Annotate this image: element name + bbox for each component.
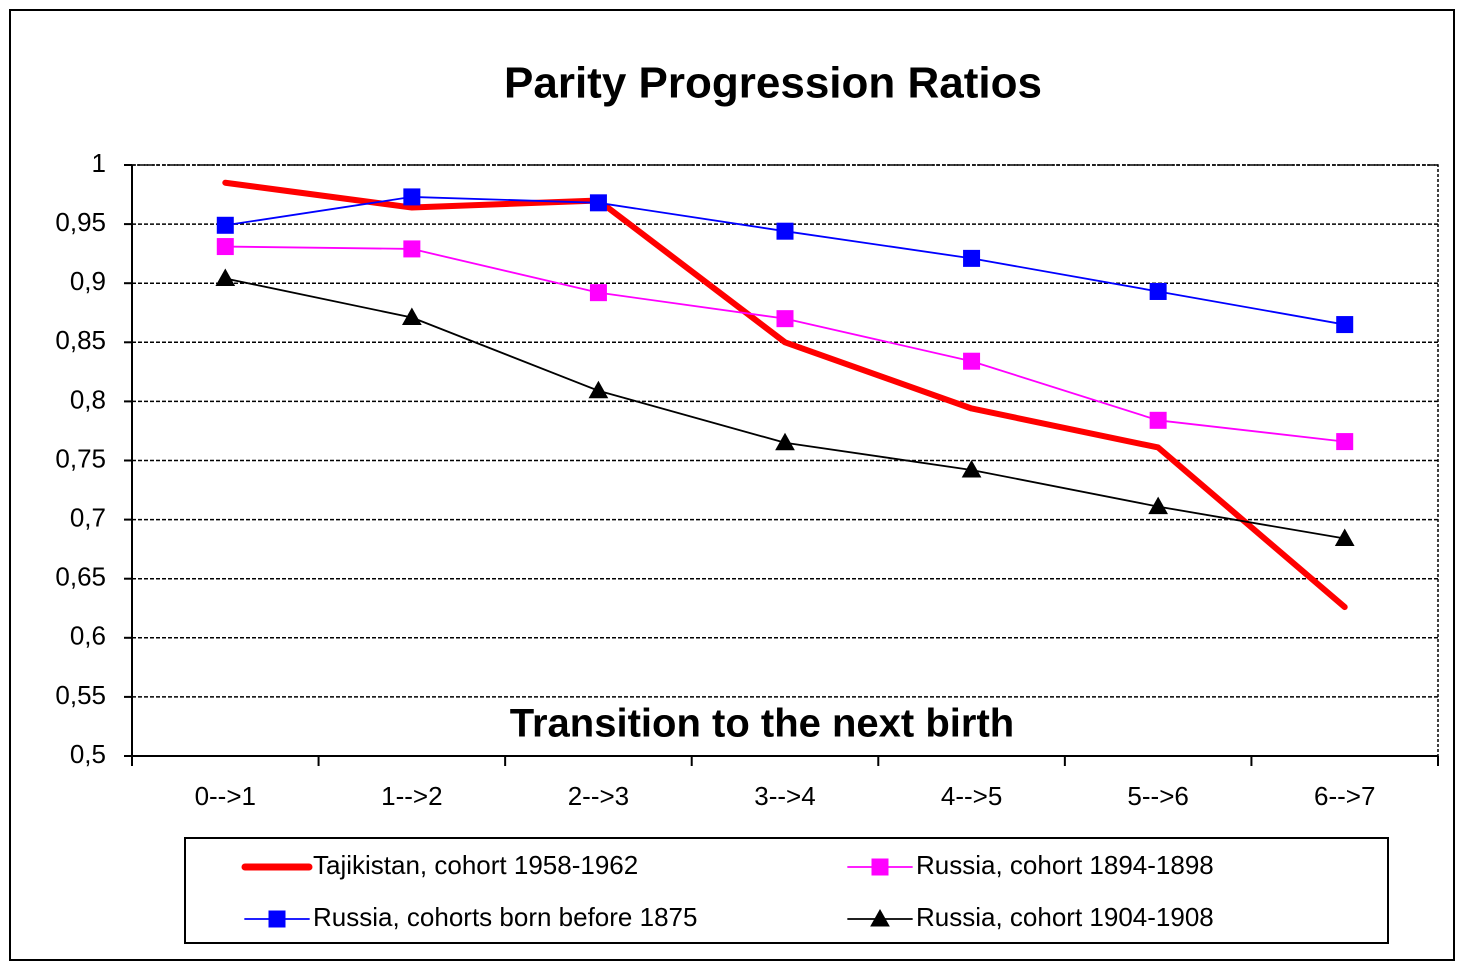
point xyxy=(215,268,236,286)
legend-label: Russia, cohort 1894-1898 xyxy=(916,850,1214,880)
x-tick-label: 6-->7 xyxy=(1314,781,1375,811)
y-tick-label: 0,75 xyxy=(55,443,106,473)
legend-marker xyxy=(268,910,286,928)
point xyxy=(961,459,982,478)
point xyxy=(963,352,981,370)
point xyxy=(1336,433,1354,451)
series-line xyxy=(222,179,1348,611)
point xyxy=(403,188,421,206)
x-tick-label: 1-->2 xyxy=(381,781,442,811)
legend-marker xyxy=(871,858,889,876)
point xyxy=(1148,496,1168,515)
point xyxy=(403,240,421,258)
point xyxy=(776,222,794,240)
point xyxy=(216,238,234,256)
point xyxy=(402,307,422,325)
point xyxy=(1336,316,1354,334)
y-tick-label: 0,65 xyxy=(55,562,106,592)
point xyxy=(1149,411,1167,429)
y-tick-label: 0,55 xyxy=(55,680,106,710)
point xyxy=(775,432,795,451)
y-tick-label: 0,6 xyxy=(70,621,106,651)
point xyxy=(589,284,607,302)
x-tick-label: 5-->6 xyxy=(1127,781,1188,811)
point xyxy=(776,310,794,328)
legend-label: Tajikistan, cohort 1958-1962 xyxy=(313,850,638,880)
chart-title: Parity Progression Ratios xyxy=(504,59,1042,108)
legend-label: Russia, cohorts born before 1875 xyxy=(313,902,697,932)
x-tick-label: 4-->5 xyxy=(941,781,1002,811)
y-tick-label: 0,7 xyxy=(70,502,106,532)
x-tick-label: 2-->3 xyxy=(568,781,629,811)
point xyxy=(216,216,234,234)
y-tick-label: 0,95 xyxy=(55,207,106,237)
y-tick-label: 0,8 xyxy=(70,384,106,414)
point xyxy=(1149,282,1167,300)
point xyxy=(589,194,607,212)
point xyxy=(1334,528,1355,547)
legend-label: Russia, cohort 1904-1908 xyxy=(916,902,1214,932)
legend-box xyxy=(184,837,1389,944)
legend-marker xyxy=(870,908,890,927)
point xyxy=(588,380,609,399)
y-tick-label: 0,9 xyxy=(70,266,106,296)
y-tick-label: 0,85 xyxy=(55,325,106,355)
x-axis-label: Transition to the next birth xyxy=(510,702,1014,746)
y-tick-label: 0,5 xyxy=(70,739,106,769)
point xyxy=(963,249,981,267)
x-tick-label: 3-->4 xyxy=(754,781,815,811)
y-tick-label: 1 xyxy=(92,148,106,178)
x-tick-label: 0-->1 xyxy=(195,781,256,811)
